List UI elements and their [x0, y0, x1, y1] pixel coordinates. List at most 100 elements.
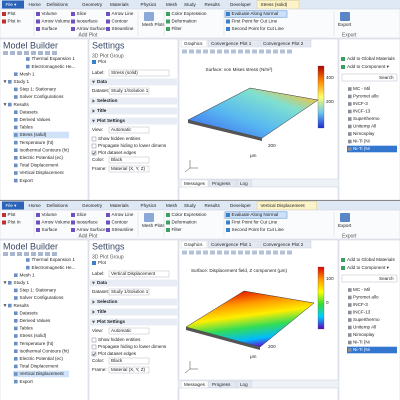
tree-item[interactable]: Total Displacement: [20, 364, 60, 369]
dropdown[interactable]: [108, 87, 150, 95]
ribbon-tab[interactable]: File ▾: [6, 2, 18, 7]
graphics-toolbar-icon[interactable]: [231, 250, 236, 255]
toolbar-icon[interactable]: [31, 51, 36, 55]
plot-button[interactable]: Plot: [98, 260, 107, 265]
ribbon-button[interactable]: Arrow Line: [112, 11, 134, 16]
ribbon-button[interactable]: Color Expression: [172, 11, 207, 16]
graphics-toolbar-icon[interactable]: [245, 250, 250, 255]
ribbon-button[interactable]: Second Point for Cut Line: [232, 26, 285, 31]
dropdown[interactable]: [108, 156, 150, 164]
ribbon-big-icon[interactable]: [144, 12, 154, 21]
tree-item[interactable]: Mesh 1: [20, 71, 36, 76]
ribbon-big-icon[interactable]: [340, 12, 350, 21]
checkbox[interactable]: [91, 150, 97, 156]
graphics-tab-label[interactable]: Graphics: [184, 41, 203, 46]
toolbar-icon[interactable]: [3, 51, 8, 55]
search-button[interactable]: Search: [379, 75, 394, 80]
graphics-toolbar-icon[interactable]: [259, 49, 264, 54]
ribbon-button[interactable]: Plot In: [8, 19, 21, 24]
graphics-toolbar-icon[interactable]: [273, 49, 278, 54]
graphics-toolbar-icon[interactable]: [203, 250, 208, 255]
section-header[interactable]: [90, 97, 177, 105]
tree-item[interactable]: Vertical Displacement: [20, 371, 65, 376]
tree-item[interactable]: Electric Potential (ec): [20, 155, 64, 160]
material-item[interactable]: INCF-3: [353, 101, 368, 106]
checkbox[interactable]: [91, 337, 97, 343]
toolbar-icon[interactable]: [45, 51, 50, 55]
panel-button[interactable]: Add to Component ▾: [347, 64, 390, 69]
tree-item[interactable]: Vertical Displacement: [20, 170, 65, 175]
material-item[interactable]: Unitemp All: [353, 124, 376, 129]
material-item[interactable]: Ni-Ti (Ni: [353, 139, 370, 144]
tree-item[interactable]: Study 1: [14, 79, 30, 84]
tree-item[interactable]: Datasets: [20, 310, 39, 315]
tree-expander[interactable]: [3, 103, 7, 107]
section-header[interactable]: [90, 279, 177, 287]
graphics-toolbar-icon[interactable]: [217, 250, 222, 255]
section-header[interactable]: [90, 107, 177, 115]
tree-item[interactable]: Derived Values: [20, 318, 52, 323]
graphics-toolbar-icon[interactable]: [245, 49, 250, 54]
tree-item[interactable]: Stress (solid): [20, 132, 47, 137]
graphics-tab[interactable]: [259, 240, 312, 249]
ribbon-tab[interactable]: Physics: [141, 203, 158, 208]
ribbon-button[interactable]: Arrow Volume: [42, 19, 71, 24]
graphics-tab[interactable]: [207, 240, 260, 249]
material-item[interactable]: MC - Mil: [353, 287, 370, 292]
checkbox-label[interactable]: Plot dataset edges: [98, 351, 137, 356]
ribbon-tab[interactable]: File ▾: [6, 203, 18, 208]
button-icon[interactable]: [341, 258, 345, 262]
graphics-toolbar-icon[interactable]: [287, 250, 292, 255]
ribbon-button[interactable]: Plot In: [8, 220, 21, 225]
graphics-toolbar-icon[interactable]: [252, 250, 257, 255]
material-item[interactable]: Pyromet allo: [353, 295, 379, 300]
ribbon-button[interactable]: Slice: [77, 11, 87, 16]
tree-item[interactable]: Isothermal Contours (ht): [20, 147, 70, 152]
graphics-toolbar-icon[interactable]: [259, 250, 264, 255]
ribbon-button[interactable]: Filter: [172, 26, 183, 31]
material-item[interactable]: Nimoxplay: [353, 131, 375, 136]
graphics-toolbar-icon[interactable]: [203, 49, 208, 54]
checkbox-label[interactable]: Plot dataset edges: [98, 150, 137, 155]
tree-item[interactable]: Export: [20, 178, 34, 183]
ribbon-button[interactable]: Volume: [42, 212, 58, 217]
ribbon-button[interactable]: First Point for Cut Line: [232, 220, 278, 225]
checkbox[interactable]: [91, 344, 97, 350]
section-title[interactable]: Selection: [97, 299, 118, 304]
tree-item[interactable]: Mesh 1: [20, 272, 36, 277]
ribbon-button[interactable]: Arrow Surface: [77, 227, 107, 232]
toolbar-icon[interactable]: [10, 51, 15, 55]
ribbon-button[interactable]: Plot: [8, 212, 17, 217]
graphics-tab-label[interactable]: Convergence Plot 2: [263, 41, 304, 46]
ribbon-tab[interactable]: Results: [205, 2, 221, 7]
bottom-tab-label[interactable]: Log: [240, 382, 248, 387]
toolbar-icon[interactable]: [38, 51, 43, 55]
ribbon-button[interactable]: Evaluate Along Normal: [232, 11, 279, 16]
section-title[interactable]: Title: [97, 309, 107, 314]
graphics-tab[interactable]: [180, 39, 208, 48]
graphics-toolbar-icon[interactable]: [189, 250, 194, 255]
toolbar-icon[interactable]: [38, 252, 43, 256]
plot-button[interactable]: Plot: [98, 59, 107, 64]
button-icon[interactable]: [341, 65, 345, 69]
text-field[interactable]: [108, 69, 170, 77]
tree-item[interactable]: Electric Potential (ec): [20, 356, 64, 361]
ribbon-button[interactable]: Isosurface: [77, 19, 99, 24]
tree-expander[interactable]: [3, 304, 7, 308]
section-title[interactable]: Plot Settings: [97, 319, 126, 324]
graphics-toolbar-icon[interactable]: [182, 49, 187, 54]
bottom-tab-label[interactable]: Progress: [212, 382, 231, 387]
graphics-toolbar-icon[interactable]: [238, 49, 243, 54]
text-field[interactable]: [108, 270, 170, 278]
tree-item[interactable]: Electromagnetic He...: [32, 64, 76, 69]
ribbon-button[interactable]: Contour: [112, 220, 129, 225]
search-box[interactable]: [341, 73, 398, 82]
material-item[interactable]: INCF-3: [353, 302, 368, 307]
graphics-tab-label[interactable]: Convergence Plot 1: [211, 41, 252, 46]
dropdown[interactable]: [108, 288, 150, 296]
section-title[interactable]: Plot Settings: [97, 118, 126, 123]
tree-item[interactable]: Temperature (ht): [20, 341, 54, 346]
toolbar-icon[interactable]: [24, 51, 29, 55]
tree-item[interactable]: Stress (solid): [20, 333, 47, 338]
graphics-tab-label[interactable]: Convergence Plot 1: [211, 242, 252, 247]
